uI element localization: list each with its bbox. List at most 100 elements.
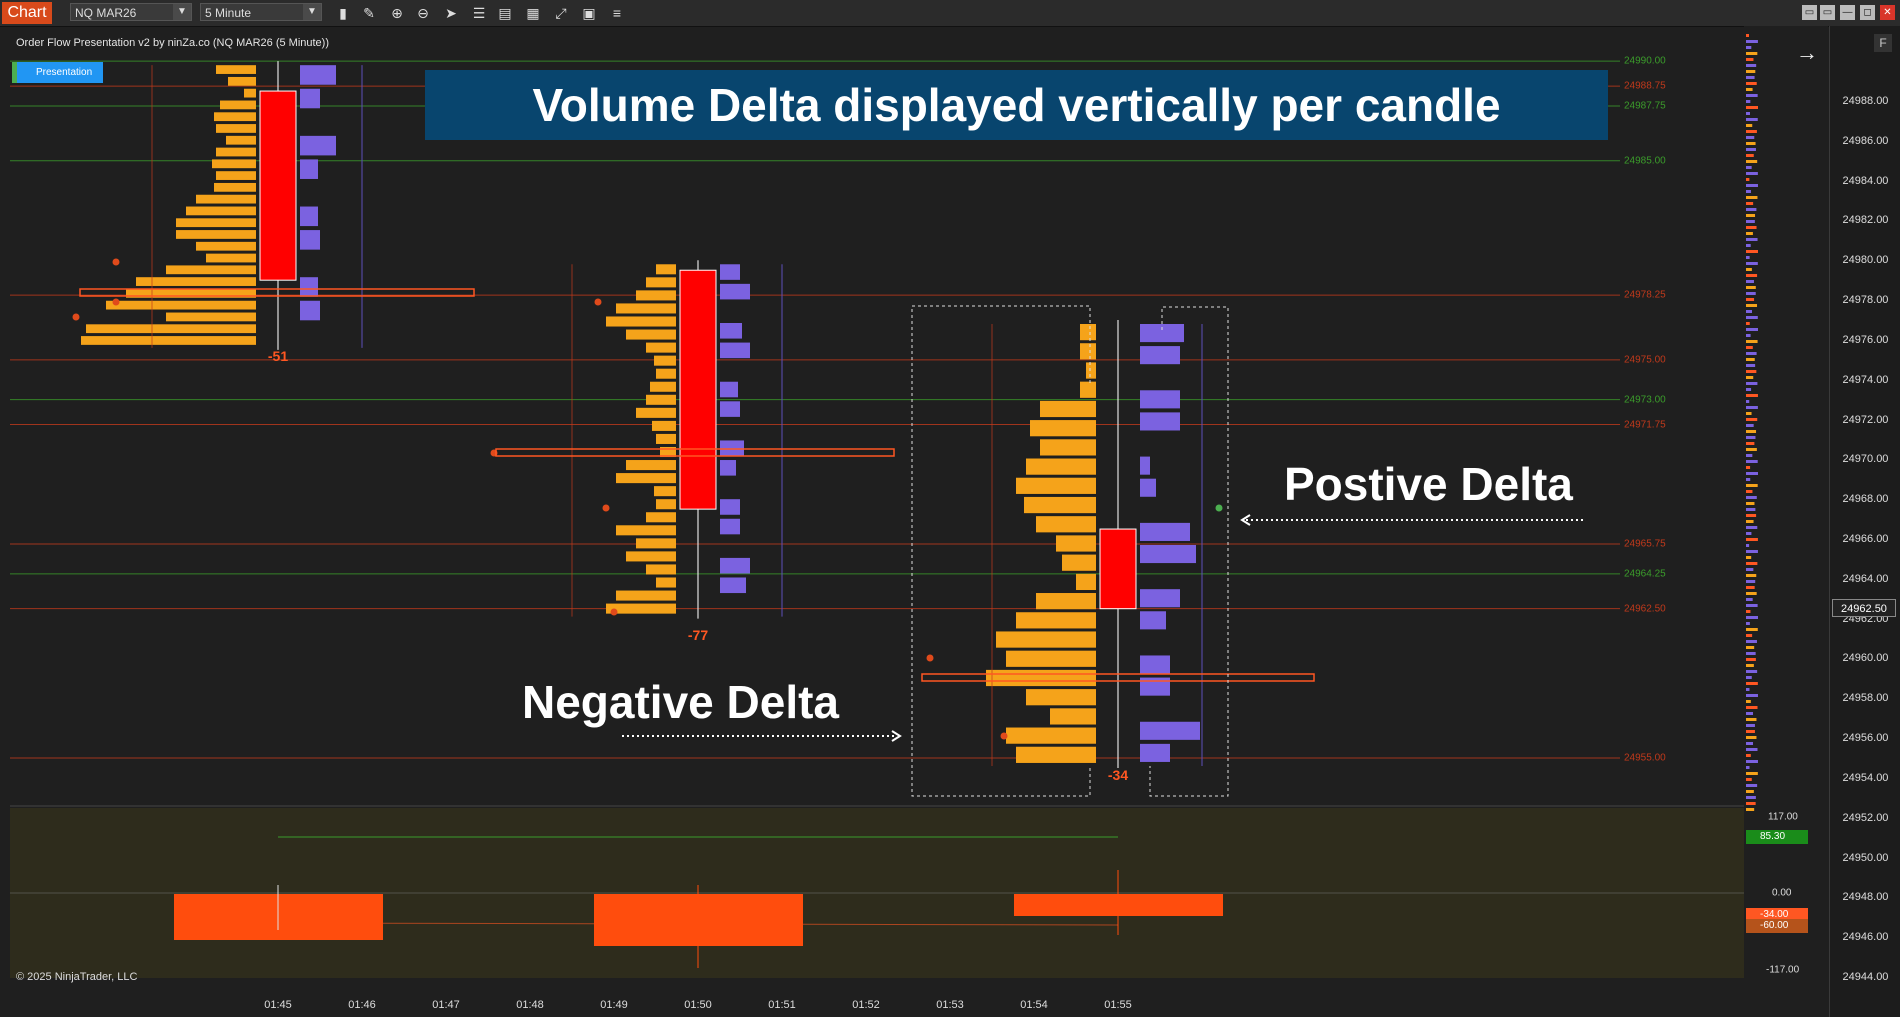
scroll-right-icon[interactable]: → [1796,40,1818,65]
profile-strip-bar [1746,562,1758,565]
profile-strip-bar [1746,466,1751,469]
profile-strip-bar [1746,160,1758,163]
profile-strip-bar [1746,580,1756,583]
profile-strip-bar [1746,274,1758,277]
properties-icon[interactable]: ☰ [472,5,486,21]
cascade-button[interactable]: ▭ [1820,5,1835,20]
price-tick: 24982.00 [1842,214,1889,227]
buy-volume-bar [300,65,336,85]
sell-volume-bar [1024,496,1096,514]
profile-strip-bar [1746,376,1754,379]
imbalance-dot [72,313,80,321]
profile-strip-bar [1746,478,1751,481]
price-tick: 24984.00 [1842,174,1889,187]
sell-volume-bar [1080,381,1096,398]
profile-strip-bar [1746,406,1758,409]
pencil-icon[interactable]: ✎ [363,5,375,21]
sell-volume-bar [126,288,256,298]
sell-volume-bar [106,300,256,310]
buy-volume-bar [720,440,744,457]
profile-strip-bar [1746,112,1750,115]
buy-volume-bar [1140,743,1170,762]
profile-strip-bar [1746,292,1756,295]
buy-volume-bar [1140,324,1184,343]
profile-strip-bar [1746,196,1758,199]
profile-strip-bar [1746,730,1755,733]
chevron-down-icon: ▼ [303,4,321,20]
profile-strip-bar [1746,502,1755,505]
strategy-icon[interactable]: ▦ [526,5,540,21]
sell-volume-bar [606,603,676,614]
profile-strip-bar [1746,460,1758,463]
instrument-selector[interactable]: NQ MAR26 ▼ [70,3,192,21]
profile-strip-bar [1746,436,1756,439]
negative-delta-callout: Negative Delta [522,676,840,728]
sell-volume-bar [1050,708,1096,725]
time-axis[interactable]: 01:45 01:46 01:47 01:48 01:49 01:50 01:51 01:52… [0,996,1830,1017]
sell-volume-bar [216,171,256,180]
f-button[interactable]: F [1874,34,1892,52]
sell-volume-bar [1080,343,1096,360]
buy-volume-bar [300,88,320,109]
buy-volume-bar [1140,721,1200,740]
profile-strip-bar [1746,640,1757,643]
profile-strip-bar [1746,430,1757,433]
profile-strip-bar [1746,802,1756,805]
sell-volume-bar [626,551,676,562]
time-tick: 01:47 [432,999,460,1011]
interval-selector[interactable]: 5 Minute ▼ [200,3,322,21]
order-flow-chart[interactable] [0,0,1829,1017]
price-tick: 24952.00 [1842,811,1889,824]
poc-highlight [79,288,475,297]
close-button[interactable]: ✕ [1880,5,1895,20]
templates-icon[interactable]: ▣ [582,5,596,21]
restore-button[interactable]: ◻ [1860,5,1875,20]
data-box-icon[interactable]: ▤ [498,5,512,21]
zoom-out-icon[interactable]: ⊖ [417,5,429,21]
time-tick: 01:46 [348,999,376,1011]
key-level-label: 24988.75 [1624,80,1666,92]
profile-strip-bar [1746,532,1752,535]
candle-delta-label: -77 [687,627,709,643]
profile-strip-bar [1746,694,1758,697]
candle-delta-label: -51 [267,348,289,364]
sell-volume-bar [196,241,256,251]
profile-strip-bar [1746,190,1751,193]
profile-strip-bar [1746,70,1756,73]
profile-strip-bar [1746,658,1756,661]
profile-strip-bar [1746,448,1757,451]
profile-strip-bar [1746,706,1758,709]
cursor-icon[interactable]: ➤ [445,5,457,21]
buy-volume-bar [720,264,740,280]
profile-strip-bar [1746,364,1756,367]
time-tick: 01:52 [852,999,880,1011]
sell-volume-bar [636,538,676,549]
price-axis[interactable]: 24988.00 24986.00 24984.00 24982.00 24980.00… [1829,26,1900,1017]
price-tick: 24972.00 [1842,413,1889,426]
list-icon[interactable]: ≡ [612,5,622,21]
bar-chart-icon[interactable]: ▮ [339,5,347,21]
buy-volume-bar [720,518,740,535]
profile-strip-bar [1746,544,1750,547]
price-tick: 24980.00 [1842,254,1889,267]
sell-volume-bar [216,124,256,133]
chart-menu-button[interactable]: Chart [2,2,52,24]
profile-strip-bar [1746,148,1756,151]
minimize-button[interactable]: — [1840,5,1855,20]
zoom-in-icon[interactable]: ⊕ [391,5,403,21]
profile-strip-bar [1746,268,1752,271]
sell-volume-bar [636,290,676,301]
price-tick: 24954.00 [1842,771,1889,784]
tile-button[interactable]: ▭ [1802,5,1817,20]
sell-volume-bar [626,329,676,340]
sell-volume-bar [616,473,676,484]
key-level-label: 24978.25 [1624,289,1666,301]
key-level-label: 24973.00 [1624,394,1666,406]
sell-volume-bar [1062,554,1096,571]
time-tick: 01:49 [600,999,628,1011]
profile-strip-bar [1746,352,1757,355]
profile-strip-bar [1746,316,1758,319]
profile-strip-bar [1746,742,1754,745]
presentation-button[interactable]: Presentation [12,62,103,83]
drawing-tools-icon[interactable]: ⤢ [555,5,567,21]
